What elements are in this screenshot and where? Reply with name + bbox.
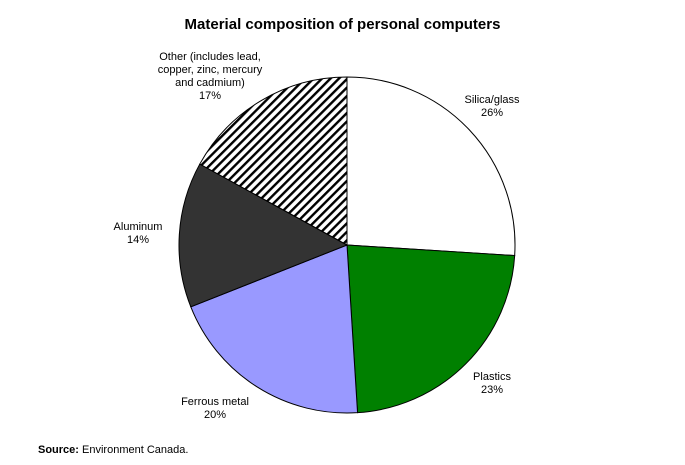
pie-slice-1: [346, 244, 516, 414]
pie-slices: [178, 76, 516, 414]
pie-slice-0: [346, 76, 516, 257]
slice-label-4: Other (includes lead,copper, zinc, mercu…: [158, 51, 263, 102]
slice-percent-label: 26%: [481, 107, 503, 119]
pie-slice-4: [199, 76, 348, 246]
slice-name-label: copper, zinc, mercury: [158, 64, 263, 76]
slice-name-label: Aluminum: [114, 221, 163, 233]
slice-percent-label: 23%: [481, 384, 503, 396]
pie-slice-2: [190, 244, 359, 414]
source-label: Source:: [38, 444, 79, 456]
slice-name-label: Other (includes lead,: [159, 51, 261, 63]
source-text: Environment Canada.: [82, 444, 189, 456]
slice-percent-label: 14%: [127, 234, 149, 246]
slice-name-label: and cadmium): [175, 77, 245, 89]
slice-name-label: Ferrous metal: [181, 396, 249, 408]
slice-percent-label: 20%: [204, 409, 226, 421]
slice-name-label: Plastics: [473, 371, 511, 383]
pie-slice-3: [178, 163, 349, 308]
source-note: Source: Environment Canada.: [38, 444, 188, 456]
chart-title: Material composition of personal compute…: [184, 16, 501, 33]
slice-name-label: Silica/glass: [464, 94, 520, 106]
slice-percent-label: 17%: [199, 90, 221, 102]
